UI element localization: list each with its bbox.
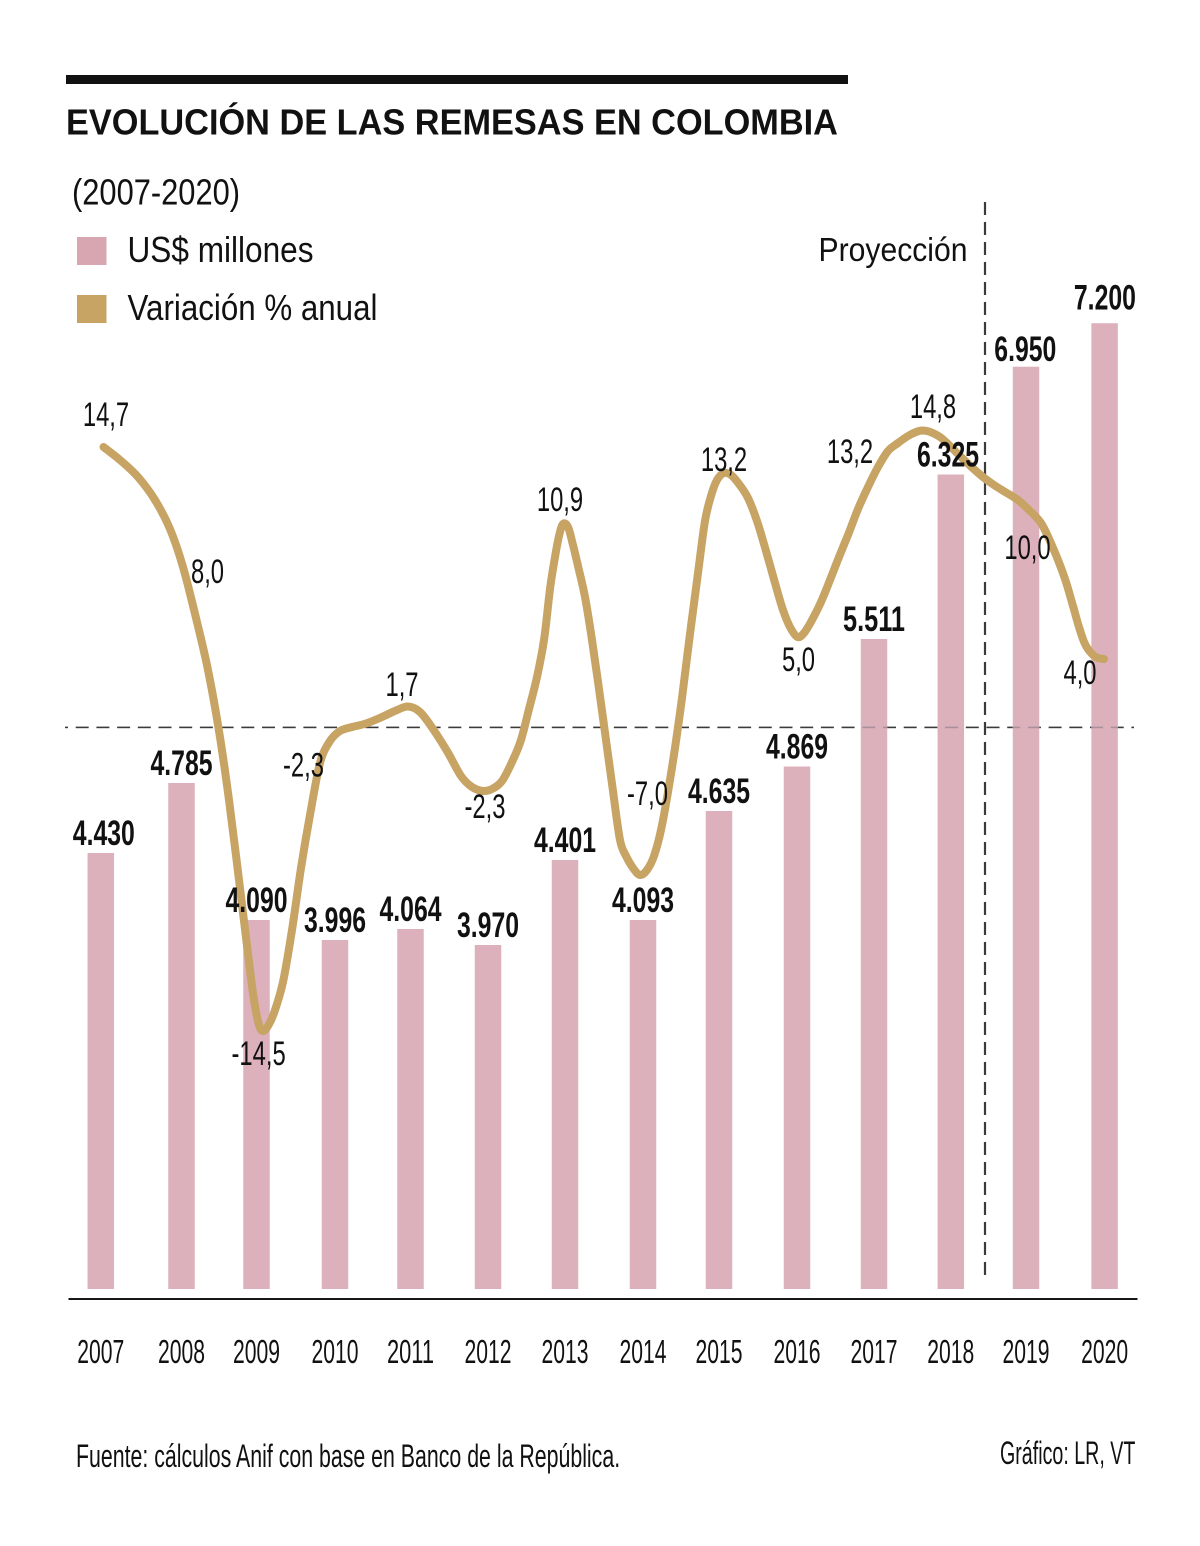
svg-text:14,7: 14,7: [83, 396, 129, 434]
svg-text:2015: 2015: [696, 1333, 743, 1370]
svg-text:6.325: 6.325: [917, 436, 979, 474]
svg-text:4.635: 4.635: [688, 773, 750, 811]
svg-text:4.869: 4.869: [766, 728, 828, 766]
svg-text:2012: 2012: [465, 1333, 512, 1370]
svg-text:5,0: 5,0: [782, 641, 815, 679]
svg-text:Variación % anual: Variación % anual: [128, 288, 378, 329]
svg-text:4.093: 4.093: [612, 882, 674, 920]
svg-text:Fuente: cálculos Anif con base: Fuente: cálculos Anif con base en Banco …: [76, 1438, 620, 1474]
svg-text:2018: 2018: [927, 1333, 974, 1370]
svg-text:4.785: 4.785: [150, 745, 212, 783]
svg-text:3.996: 3.996: [304, 902, 366, 940]
svg-text:13,2: 13,2: [701, 441, 747, 479]
svg-text:4.401: 4.401: [534, 822, 596, 860]
svg-text:6.950: 6.950: [994, 331, 1056, 369]
svg-text:8,0: 8,0: [191, 553, 224, 591]
svg-text:-2,3: -2,3: [465, 788, 506, 826]
svg-text:2020: 2020: [1081, 1333, 1128, 1370]
svg-text:4.064: 4.064: [379, 891, 441, 929]
svg-text:-7,0: -7,0: [627, 775, 668, 813]
svg-text:10,0: 10,0: [1004, 529, 1050, 567]
svg-text:-2,3: -2,3: [283, 746, 324, 784]
svg-text:4.090: 4.090: [225, 882, 287, 920]
svg-text:2007: 2007: [77, 1333, 124, 1370]
svg-text:10,9: 10,9: [537, 481, 583, 519]
svg-text:1,7: 1,7: [385, 666, 418, 704]
svg-text:4,0: 4,0: [1063, 654, 1096, 692]
svg-text:2009: 2009: [233, 1333, 280, 1370]
svg-text:US$ millones: US$ millones: [128, 230, 314, 270]
svg-text:-14,5: -14,5: [231, 1035, 285, 1073]
svg-text:Proyección: Proyección: [819, 231, 968, 269]
svg-text:(2007-2020): (2007-2020): [72, 173, 240, 213]
svg-text:5.511: 5.511: [843, 600, 905, 639]
svg-text:2016: 2016: [774, 1333, 821, 1370]
svg-text:14,8: 14,8: [910, 388, 956, 426]
svg-text:2017: 2017: [851, 1333, 898, 1370]
svg-text:13,2: 13,2: [827, 433, 873, 471]
svg-text:2008: 2008: [158, 1333, 205, 1370]
svg-text:2014: 2014: [620, 1333, 667, 1370]
svg-text:2013: 2013: [542, 1333, 589, 1370]
svg-text:4.430: 4.430: [73, 815, 135, 853]
svg-text:2011: 2011: [387, 1334, 434, 1371]
svg-text:7.200: 7.200: [1074, 279, 1136, 317]
svg-text:3.970: 3.970: [457, 907, 519, 945]
svg-text:2010: 2010: [312, 1333, 359, 1370]
svg-text:Gráfico: LR, VT: Gráfico: LR, VT: [1000, 1435, 1135, 1471]
svg-text:EVOLUCIÓN DE LAS REMESAS EN CO: EVOLUCIÓN DE LAS REMESAS EN COLOMBIA: [66, 102, 838, 143]
svg-text:2019: 2019: [1003, 1333, 1050, 1370]
